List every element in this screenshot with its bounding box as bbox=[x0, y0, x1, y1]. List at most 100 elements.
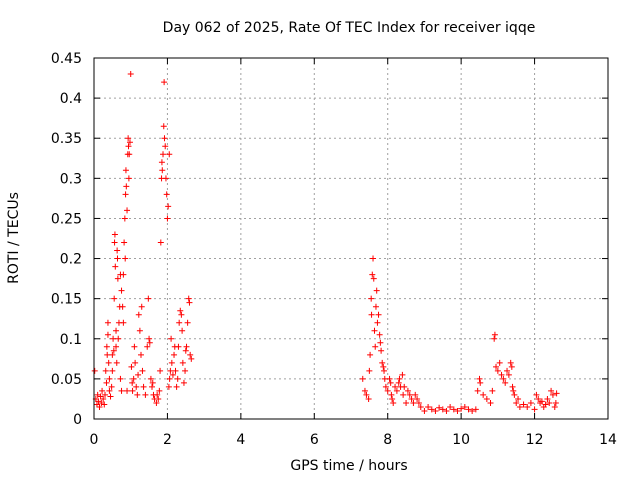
data-point bbox=[147, 375, 154, 382]
data-point bbox=[504, 367, 511, 374]
data-point bbox=[102, 391, 109, 398]
data-point bbox=[513, 399, 520, 406]
data-point bbox=[158, 159, 165, 166]
data-point bbox=[125, 135, 132, 142]
data-point bbox=[491, 331, 498, 338]
axis-ticks bbox=[93, 57, 609, 420]
data-point bbox=[114, 247, 121, 254]
data-point bbox=[104, 351, 111, 358]
data-point bbox=[177, 307, 184, 314]
data-point bbox=[124, 207, 131, 214]
y-tick-label: 0.2 bbox=[60, 252, 82, 268]
data-point bbox=[173, 383, 180, 390]
data-point bbox=[91, 367, 98, 374]
data-point bbox=[399, 371, 406, 378]
data-point bbox=[410, 399, 417, 406]
data-point bbox=[140, 383, 147, 390]
data-point bbox=[368, 295, 375, 302]
data-point bbox=[502, 379, 509, 386]
data-point bbox=[393, 387, 400, 394]
data-point bbox=[396, 375, 403, 382]
data-point bbox=[508, 363, 515, 370]
y-tick-label: 0.05 bbox=[51, 372, 82, 388]
data-point bbox=[111, 231, 118, 238]
data-point bbox=[388, 391, 395, 398]
data-points bbox=[91, 71, 560, 414]
data-point bbox=[179, 359, 186, 366]
data-point bbox=[439, 406, 446, 413]
data-point bbox=[171, 351, 178, 358]
data-point bbox=[498, 371, 505, 378]
data-point bbox=[387, 379, 394, 386]
data-point bbox=[535, 395, 542, 402]
data-point bbox=[111, 295, 118, 302]
y-tick-labels: 0 0.05 0.1 0.15 0.2 0.25 0.3 0.35 0.4 0.45 bbox=[51, 51, 82, 428]
y-axis-label: ROTI / TECUs bbox=[6, 192, 22, 284]
x-tick-label: 12 bbox=[526, 432, 544, 448]
data-point bbox=[505, 371, 512, 378]
data-point bbox=[389, 395, 396, 402]
data-point bbox=[406, 391, 413, 398]
data-point bbox=[531, 406, 538, 413]
data-point bbox=[105, 359, 112, 366]
data-point bbox=[382, 383, 389, 390]
data-point bbox=[168, 335, 175, 342]
data-point bbox=[553, 390, 560, 397]
data-point bbox=[469, 407, 476, 414]
data-point bbox=[159, 167, 166, 174]
data-point bbox=[511, 391, 518, 398]
data-point bbox=[392, 383, 399, 390]
data-point bbox=[156, 387, 163, 394]
data-point bbox=[515, 395, 522, 402]
data-point bbox=[546, 399, 553, 406]
data-point bbox=[126, 139, 133, 146]
data-point bbox=[122, 167, 129, 174]
data-point bbox=[96, 403, 103, 410]
data-point bbox=[127, 71, 134, 78]
data-point bbox=[169, 371, 176, 378]
data-point bbox=[542, 401, 549, 408]
data-point bbox=[136, 327, 143, 334]
data-point bbox=[103, 379, 110, 386]
data-point bbox=[104, 331, 111, 338]
data-point bbox=[371, 327, 378, 334]
data-point bbox=[135, 371, 142, 378]
data-point bbox=[111, 239, 118, 246]
data-point bbox=[114, 275, 121, 282]
data-point bbox=[121, 239, 128, 246]
x-tick-label: 10 bbox=[452, 432, 470, 448]
data-point bbox=[421, 407, 428, 414]
data-point bbox=[370, 275, 377, 282]
data-point bbox=[524, 403, 531, 410]
data-point bbox=[106, 387, 113, 394]
data-point bbox=[174, 375, 181, 382]
data-point bbox=[443, 407, 450, 414]
y-tick-label: 0.25 bbox=[51, 211, 82, 227]
data-point bbox=[183, 343, 190, 350]
data-point bbox=[509, 383, 516, 390]
data-point bbox=[121, 215, 128, 222]
data-point bbox=[432, 407, 439, 414]
data-point bbox=[414, 395, 421, 402]
y-tick-label: 0.15 bbox=[51, 292, 82, 308]
data-point bbox=[134, 391, 141, 398]
data-point bbox=[477, 379, 484, 386]
data-point bbox=[129, 379, 136, 386]
y-tick-label: 0.45 bbox=[51, 51, 82, 67]
data-point bbox=[162, 175, 169, 182]
data-point bbox=[162, 143, 169, 150]
data-point bbox=[115, 335, 122, 342]
data-point bbox=[166, 375, 173, 382]
data-point bbox=[108, 383, 115, 390]
data-point bbox=[185, 295, 192, 302]
data-point bbox=[376, 331, 383, 338]
data-point bbox=[359, 375, 366, 382]
data-point bbox=[109, 351, 116, 358]
x-tick-label: 14 bbox=[599, 432, 617, 448]
data-point bbox=[367, 351, 374, 358]
grid-lines bbox=[94, 58, 608, 419]
data-point bbox=[425, 403, 432, 410]
data-point bbox=[165, 203, 172, 210]
data-point bbox=[132, 359, 139, 366]
data-point bbox=[408, 395, 415, 402]
